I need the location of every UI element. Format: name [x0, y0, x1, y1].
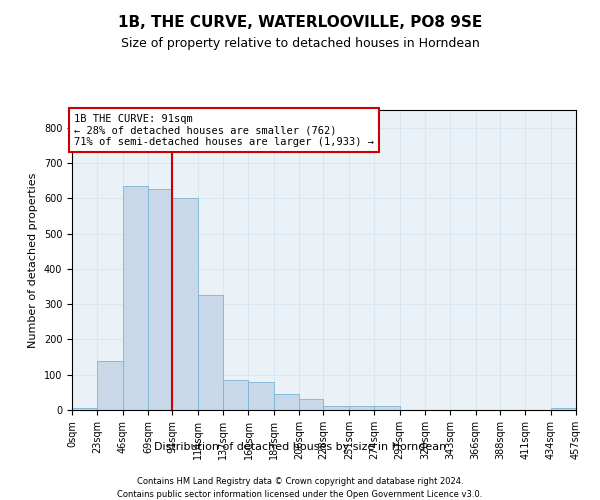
Text: Contains public sector information licensed under the Open Government Licence v3: Contains public sector information licen…	[118, 490, 482, 499]
Bar	[148, 190, 172, 410]
Y-axis label: Number of detached properties: Number of detached properties	[28, 172, 38, 348]
Bar	[72, 408, 97, 410]
Bar	[248, 382, 274, 410]
Bar	[97, 360, 123, 410]
Bar	[551, 408, 576, 410]
Text: Contains HM Land Registry data © Crown copyright and database right 2024.: Contains HM Land Registry data © Crown c…	[137, 478, 463, 486]
Bar	[274, 394, 299, 410]
Text: Distribution of detached houses by size in Horndean: Distribution of detached houses by size …	[154, 442, 446, 452]
Text: 1B, THE CURVE, WATERLOOVILLE, PO8 9SE: 1B, THE CURVE, WATERLOOVILLE, PO8 9SE	[118, 15, 482, 30]
Bar	[299, 400, 323, 410]
Bar	[323, 406, 349, 410]
Bar	[198, 296, 223, 410]
Bar	[172, 198, 198, 410]
Bar	[374, 406, 400, 410]
Bar	[349, 406, 374, 410]
Text: 1B THE CURVE: 91sqm
← 28% of detached houses are smaller (762)
71% of semi-detac: 1B THE CURVE: 91sqm ← 28% of detached ho…	[74, 114, 374, 146]
Bar	[123, 186, 148, 410]
Text: Size of property relative to detached houses in Horndean: Size of property relative to detached ho…	[121, 38, 479, 51]
Bar	[223, 380, 248, 410]
